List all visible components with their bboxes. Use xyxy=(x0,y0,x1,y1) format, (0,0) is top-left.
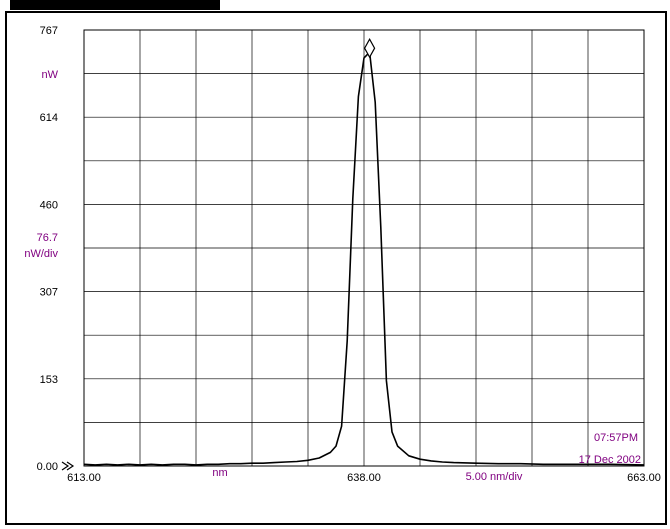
y-tick-label: 460 xyxy=(40,199,58,211)
y-tick-label: 153 xyxy=(40,374,58,386)
reference-chevron xyxy=(66,461,75,471)
x-tick-label: 613.00 xyxy=(67,472,101,484)
y-tick-label: 0.00 xyxy=(37,461,58,473)
series-layer xyxy=(83,51,645,466)
y-scale-unit: nW/div xyxy=(24,248,58,260)
x-tick-label: 638.00 xyxy=(347,472,381,484)
x-tick-label: 663.00 xyxy=(627,472,661,484)
plot-grid xyxy=(84,30,644,466)
timestamp-date: 17 Dec 2002 xyxy=(579,454,641,466)
plot-area xyxy=(83,29,645,467)
timestamp-time: 07:57PM xyxy=(594,432,638,444)
spectrum-trace xyxy=(83,51,645,466)
outer-frame xyxy=(5,11,667,525)
y-scale-value: 76.7 xyxy=(37,232,58,244)
y-tick-label: 307 xyxy=(40,287,58,299)
y-tick-label: 614 xyxy=(40,112,58,124)
top-label-strip xyxy=(10,0,220,10)
marker-layer xyxy=(61,37,376,471)
y-tick-labels: 0.00 153 307 460 614 767 xyxy=(37,25,58,473)
y-unit-label: nW xyxy=(42,69,59,81)
x-unit-label: nm xyxy=(212,467,227,479)
y-tick-label: 767 xyxy=(40,25,58,37)
peak-marker-diamond xyxy=(363,37,376,59)
x-tick-labels: 613.00 638.00 663.00 xyxy=(67,472,661,484)
reference-chevron xyxy=(61,461,70,471)
x-scale-label: 5.00 nm/div xyxy=(466,471,523,483)
